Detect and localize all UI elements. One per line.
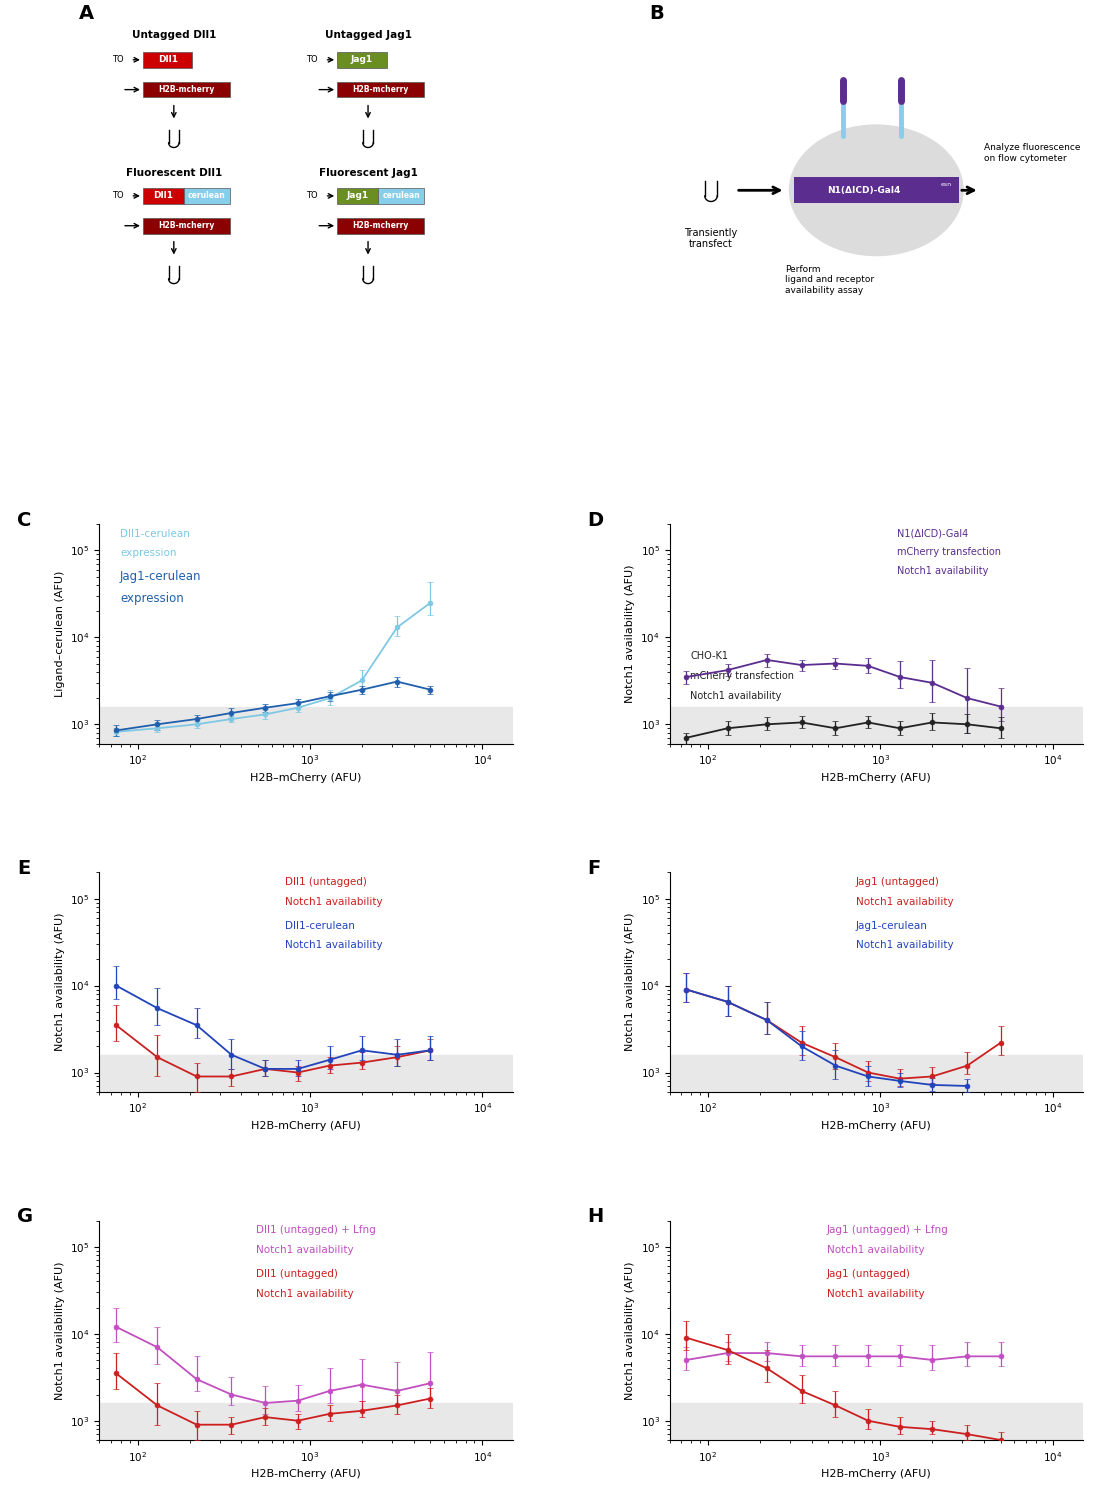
Text: Notch1 availability: Notch1 availability (285, 940, 383, 951)
Text: Notch1 availability: Notch1 availability (827, 1288, 924, 1299)
FancyBboxPatch shape (143, 188, 185, 204)
Text: Dll1: Dll1 (154, 192, 173, 201)
Text: mCherry transfection: mCherry transfection (691, 670, 794, 681)
Ellipse shape (789, 124, 964, 255)
Text: Fluorescent Jag1: Fluorescent Jag1 (318, 168, 418, 178)
Text: esn: esn (940, 182, 951, 188)
Text: F: F (587, 859, 600, 879)
Text: H2B-mcherry: H2B-mcherry (158, 220, 214, 230)
Text: H2B-mcherry: H2B-mcherry (158, 86, 214, 94)
Text: Notch1 availability: Notch1 availability (285, 897, 383, 906)
FancyBboxPatch shape (337, 217, 424, 234)
Text: TO: TO (306, 192, 317, 201)
Bar (670, 1402, 1083, 1440)
Text: Jag1-cerulean: Jag1-cerulean (855, 921, 927, 930)
Bar (670, 706, 1083, 744)
X-axis label: H2B-mCherry (AFU): H2B-mCherry (AFU) (821, 772, 932, 783)
Text: B: B (649, 4, 664, 22)
FancyBboxPatch shape (337, 53, 387, 68)
Text: Dll1-cerulean: Dll1-cerulean (120, 528, 190, 538)
FancyBboxPatch shape (378, 188, 424, 204)
Text: Notch1 availability: Notch1 availability (256, 1288, 354, 1299)
Text: N1(ΔICD)-Gal4: N1(ΔICD)-Gal4 (897, 528, 968, 538)
Text: D: D (587, 512, 603, 530)
Text: Notch1 availability: Notch1 availability (827, 1245, 924, 1256)
Text: Jag1: Jag1 (350, 56, 372, 64)
Text: H2B-mcherry: H2B-mcherry (352, 86, 409, 94)
Text: mCherry transfection: mCherry transfection (897, 548, 1001, 558)
Text: C: C (17, 512, 31, 530)
X-axis label: H2B–mCherry (AFU): H2B–mCherry (AFU) (251, 772, 361, 783)
FancyBboxPatch shape (337, 82, 424, 98)
FancyBboxPatch shape (793, 177, 959, 204)
Y-axis label: Notch1 availability (AFU): Notch1 availability (AFU) (625, 1262, 635, 1400)
Bar (99, 706, 513, 744)
FancyBboxPatch shape (143, 82, 230, 98)
Text: G: G (17, 1208, 33, 1227)
Bar (99, 1054, 513, 1092)
Text: CHO-K1: CHO-K1 (691, 651, 728, 662)
X-axis label: H2B-mCherry (AFU): H2B-mCherry (AFU) (821, 1468, 932, 1479)
Text: Jag1: Jag1 (347, 192, 369, 201)
Text: E: E (17, 859, 30, 879)
Text: Notch1 availability: Notch1 availability (855, 897, 954, 906)
Text: TO: TO (112, 192, 124, 201)
Text: Jag1-cerulean: Jag1-cerulean (120, 570, 201, 584)
Text: Jag1 (untagged): Jag1 (untagged) (855, 878, 939, 886)
Text: TO: TO (306, 56, 317, 64)
Text: cerulean: cerulean (382, 192, 420, 201)
Y-axis label: Notch1 availability (AFU): Notch1 availability (AFU) (54, 914, 65, 1052)
FancyBboxPatch shape (185, 188, 230, 204)
Text: Dll1: Dll1 (158, 56, 178, 64)
Y-axis label: Ligand–cerulean (AFU): Ligand–cerulean (AFU) (54, 570, 65, 698)
Text: expression: expression (120, 592, 183, 604)
Bar (670, 1054, 1083, 1092)
Y-axis label: Notch1 availability (AFU): Notch1 availability (AFU) (625, 914, 635, 1052)
Text: Notch1 availability: Notch1 availability (691, 692, 781, 700)
Y-axis label: Notch1 availability (AFU): Notch1 availability (AFU) (625, 564, 635, 704)
Text: Fluorescent Dll1: Fluorescent Dll1 (126, 168, 222, 178)
FancyBboxPatch shape (143, 53, 192, 68)
Text: A: A (78, 4, 94, 22)
Text: Untagged Dll1: Untagged Dll1 (131, 30, 215, 40)
Text: Dll1 (untagged) + Lfng: Dll1 (untagged) + Lfng (256, 1226, 376, 1234)
Bar (99, 1402, 513, 1440)
Text: Dll1-cerulean: Dll1-cerulean (285, 921, 356, 930)
Text: Jag1 (untagged): Jag1 (untagged) (827, 1269, 911, 1280)
X-axis label: H2B-mCherry (AFU): H2B-mCherry (AFU) (821, 1120, 932, 1131)
Text: Analyze fluorescence
on flow cytometer: Analyze fluorescence on flow cytometer (983, 144, 1081, 162)
Text: TO: TO (112, 56, 124, 64)
Text: H: H (587, 1208, 603, 1227)
FancyBboxPatch shape (337, 188, 378, 204)
Text: Transiently
transfect: Transiently transfect (684, 228, 738, 249)
FancyBboxPatch shape (143, 217, 230, 234)
Text: N1(ΔICD)-Gal4: N1(ΔICD)-Gal4 (828, 186, 901, 195)
Text: Notch1 availability: Notch1 availability (256, 1245, 354, 1256)
Text: H2B-mcherry: H2B-mcherry (352, 220, 409, 230)
X-axis label: H2B-mCherry (AFU): H2B-mCherry (AFU) (251, 1120, 361, 1131)
Text: cerulean: cerulean (188, 192, 225, 201)
Text: Dll1 (untagged): Dll1 (untagged) (285, 878, 367, 886)
Text: Dll1 (untagged): Dll1 (untagged) (256, 1269, 338, 1280)
Text: Perform
ligand and receptor
availability assay: Perform ligand and receptor availability… (786, 266, 874, 294)
Text: Untagged Jag1: Untagged Jag1 (325, 30, 411, 40)
Text: Jag1 (untagged) + Lfng: Jag1 (untagged) + Lfng (827, 1226, 948, 1234)
Y-axis label: Notch1 availability (AFU): Notch1 availability (AFU) (54, 1262, 65, 1400)
X-axis label: H2B-mCherry (AFU): H2B-mCherry (AFU) (251, 1468, 361, 1479)
Text: expression: expression (120, 549, 177, 558)
Text: Notch1 availability: Notch1 availability (897, 566, 988, 576)
Text: Notch1 availability: Notch1 availability (855, 940, 954, 951)
